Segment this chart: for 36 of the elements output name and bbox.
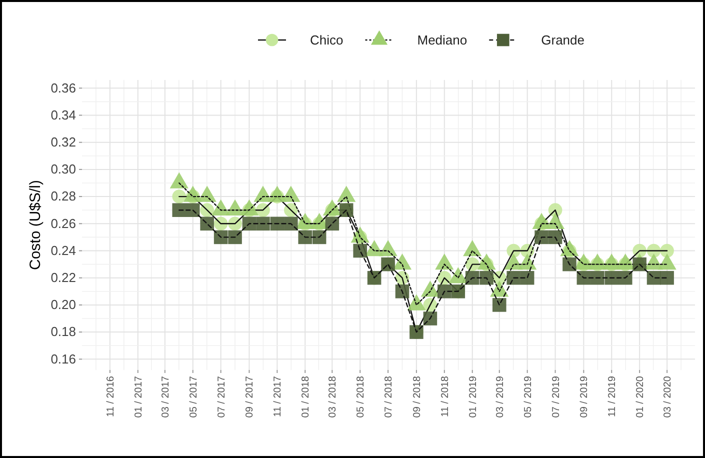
x-tick-label: 07 / 2019 [550,376,562,418]
x-tick-label: 07 / 2018 [384,376,395,418]
x-tick-label: 11 / 2019 [607,376,618,417]
x-tick-label: 03 / 2018 [328,376,339,418]
x-tick-label: 09 / 2018 [412,376,423,418]
y-tick-label: 0.28 [50,188,76,204]
y-tick-label: 0.18 [50,324,76,340]
legend-label: Mediano [417,32,468,48]
x-tick-label: 03 / 2017 [160,376,172,418]
x-tick-label: 07 / 2017 [216,376,228,418]
legend-label: Chico [310,32,344,48]
y-tick-label: 0.30 [50,162,76,177]
x-tick-label: 11 / 2018 [440,376,451,417]
x-tick-label: 01 / 2019 [468,376,479,418]
x-tick-label: 01 / 2020 [635,376,646,418]
y-axis-title: Costo (U$S/l) [27,180,44,270]
y-tick-label: 0.20 [50,297,76,312]
x-tick-label: 11 / 2016 [105,376,116,417]
y-tick-label: 0.16 [50,351,76,366]
x-tick-label: 03 / 2019 [494,376,506,418]
y-tick-label: 0.36 [50,80,76,96]
y-tick-label: 0.24 [50,242,76,258]
x-tick-label: 09 / 2019 [579,376,590,418]
x-tick-label: 05 / 2017 [188,376,200,418]
x-tick-label: 03 / 2020 [662,376,674,418]
y-tick-label: 0.22 [50,270,76,286]
x-tick-label: 05 / 2019 [522,376,534,418]
legend-label: Grande [541,32,584,48]
x-tick-label: 01 / 2017 [133,376,144,418]
y-tick-label: 0.32 [50,134,76,150]
x-tick-label: 05 / 2018 [356,376,367,418]
x-tick-label: 11 / 2017 [272,376,284,417]
y-tick-label: 0.26 [50,216,76,231]
y-tick-label: 0.34 [50,107,76,122]
x-tick-label: 09 / 2017 [244,376,256,418]
x-tick-label: 01 / 2018 [300,376,312,418]
